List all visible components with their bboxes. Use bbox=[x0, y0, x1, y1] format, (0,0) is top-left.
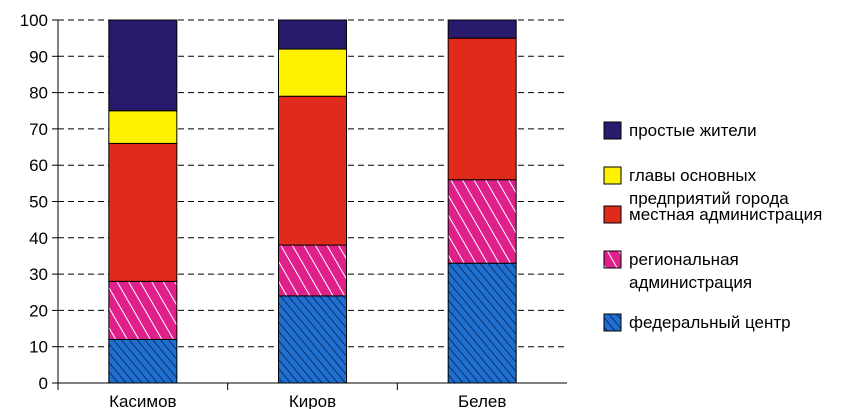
legend-label: региональная bbox=[629, 250, 739, 269]
legend-label: администрация bbox=[629, 273, 752, 292]
y-tick-label: 60 bbox=[29, 156, 48, 175]
y-tick-label: 10 bbox=[29, 338, 48, 357]
bar-segment-1-3 bbox=[278, 48, 347, 97]
y-tick-label: 70 bbox=[29, 120, 48, 139]
legend-label: простые жители bbox=[629, 121, 757, 140]
x-tick-label: Белев bbox=[458, 392, 506, 409]
legend: простые жители главы основных предприятий … bbox=[603, 121, 822, 332]
bar-segment-2-1 bbox=[447, 179, 517, 264]
legend-label: федеральный центр bbox=[629, 313, 791, 332]
y-tick-label: 80 bbox=[29, 84, 48, 103]
bar-segment-2-0 bbox=[447, 262, 517, 384]
bars bbox=[108, 19, 517, 384]
bar-segment-0-0 bbox=[108, 338, 178, 384]
bar-segment-1-0 bbox=[278, 295, 347, 384]
bar-segment-1-2 bbox=[278, 95, 347, 246]
y-tick-label: 100 bbox=[20, 11, 48, 30]
legend-label: предприятий города bbox=[629, 189, 789, 208]
x-tick-label: Касимов bbox=[109, 392, 177, 409]
y-tick-label: 50 bbox=[29, 193, 48, 212]
y-tick-label: 20 bbox=[29, 301, 48, 320]
y-tick-label: 0 bbox=[39, 374, 48, 393]
bar-segment-0-1 bbox=[108, 280, 178, 340]
bar-segment-1-1 bbox=[278, 244, 347, 297]
bar-segment-0-4 bbox=[108, 19, 178, 112]
legend-label: местная администрация bbox=[629, 205, 822, 224]
bar-segment-0-3 bbox=[108, 110, 178, 144]
axes: 0 10 20 30 40 50 60 70 80 90 100 Касимов Киров Белев bbox=[20, 11, 567, 409]
legend-swatch bbox=[603, 250, 622, 269]
y-tick-label: 30 bbox=[29, 265, 48, 284]
legend-swatch bbox=[603, 121, 622, 140]
bar-segment-0-2 bbox=[108, 142, 178, 282]
bar-segment-1-4 bbox=[278, 19, 347, 50]
legend-swatch bbox=[603, 205, 622, 224]
y-tick-label: 90 bbox=[29, 47, 48, 66]
legend-label: главы основных bbox=[629, 166, 757, 185]
bar-segment-2-4 bbox=[447, 19, 517, 39]
bar-segment-2-2 bbox=[447, 37, 517, 181]
y-tick-label: 40 bbox=[29, 229, 48, 248]
x-tick-label: Киров bbox=[289, 392, 336, 409]
legend-swatch bbox=[603, 313, 622, 332]
legend-swatch bbox=[603, 166, 622, 185]
